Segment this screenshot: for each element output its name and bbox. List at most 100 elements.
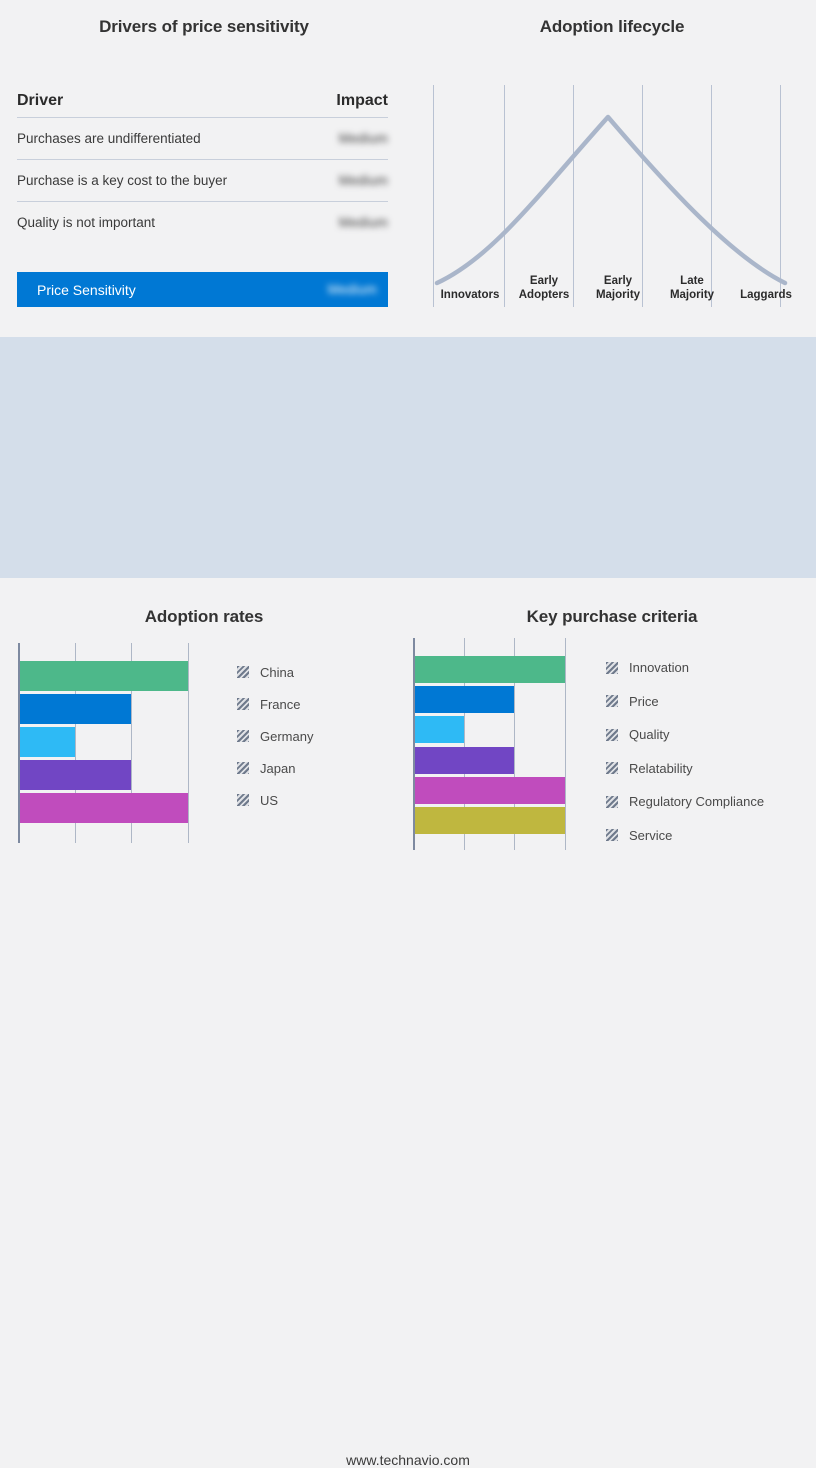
lifecycle-stage-innovators: Innovators — [433, 245, 507, 307]
legend-swatch-icon — [606, 661, 618, 674]
column-header-impact: Impact — [336, 92, 388, 109]
driver-label: Purchase is a key cost to the buyer — [17, 173, 228, 188]
legend-label: France — [260, 696, 301, 712]
adoption-bell-curve — [434, 114, 788, 286]
legend-item: Quality — [606, 718, 764, 752]
legend-swatch-icon — [606, 829, 618, 842]
stage-text: Innovators — [440, 288, 500, 301]
lifecycle-gridline — [504, 85, 505, 307]
adoption-lifecycle-title: Adoption lifecycle — [539, 17, 685, 36]
drivers-title: Drivers of price sensitivity — [99, 17, 309, 36]
adoption-rates-legend: China France Germany Japan US — [237, 656, 313, 816]
chart-gridline — [564, 638, 566, 850]
chart-gridline — [514, 638, 516, 850]
chart-bar — [415, 685, 515, 714]
key-purchase-criteria-panel: Key purchase criteria Innovation Price Qua… — [408, 578, 816, 902]
legend-item: Price — [606, 685, 764, 719]
legend-item: Regulatory Compliance — [606, 785, 764, 819]
legend-item: Relatability — [606, 752, 764, 786]
lifecycle-gridline — [573, 85, 574, 307]
table-row: Purchase is a key cost to the buyer Medi… — [17, 160, 388, 202]
stage-text: Late Majority — [669, 275, 715, 301]
legend-label: US — [260, 792, 279, 808]
price-sensitivity-label: Price Sensitivity — [37, 281, 136, 298]
chart-bar — [415, 716, 464, 744]
lifecycle-gridline — [642, 85, 643, 307]
drivers-panel: Drivers of price sensitivity Driver Impa… — [0, 0, 408, 337]
impact-value-cell: Medium — [298, 130, 388, 148]
legend-swatch-icon — [606, 795, 618, 808]
chart-bar — [20, 660, 188, 691]
impact-value-cell: Medium — [298, 214, 388, 232]
lifecycle-gridline — [780, 85, 781, 307]
adoption-lifecycle-panel: Adoption lifecycle Innovators Early Adop… — [408, 0, 816, 337]
legend-label: Quality — [629, 727, 670, 743]
legend-label: Regulatory Compliance — [629, 794, 765, 810]
price-sensitivity-summary-row: Price Sensitivity Medium — [17, 272, 388, 307]
legend-item: US — [237, 784, 313, 816]
drivers-table: Driver Impact Purchases are undifferenti… — [17, 92, 388, 243]
legend-swatch-icon — [237, 698, 249, 710]
lifecycle-stage-early-adopters: Early Adopters — [507, 245, 581, 307]
legend-swatch-icon — [606, 728, 618, 741]
legend-label: China — [260, 664, 294, 680]
legend-label: Innovation — [629, 660, 689, 676]
chart-bar — [20, 693, 132, 724]
chart-bar — [415, 776, 565, 805]
legend-swatch-icon — [237, 730, 249, 742]
stage-text: Early Majority — [595, 275, 641, 301]
legend-swatch-icon — [606, 762, 618, 775]
chart-gridline — [463, 638, 465, 850]
top-section: Drivers of price sensitivity Driver Impa… — [0, 0, 816, 337]
stage-text: Early Adopters — [518, 275, 570, 301]
table-row: Purchases are undifferentiated Medium — [17, 118, 388, 160]
legend-swatch-icon — [237, 666, 249, 678]
legend-label: Price — [629, 693, 659, 709]
legend-label: Japan — [260, 760, 296, 776]
key-purchase-criteria-title: Key purchase criteria — [526, 607, 698, 626]
legend-item: Innovation — [606, 651, 764, 685]
chart-gridline — [188, 643, 189, 843]
legend-item: China — [237, 656, 313, 688]
driver-label: Purchases are undifferentiated — [17, 131, 201, 146]
table-row: Quality is not important Medium — [17, 202, 388, 243]
chart-gridline — [74, 643, 76, 843]
column-header-driver: Driver — [17, 92, 64, 109]
footer-url: www.technavio.com — [346, 1452, 470, 1468]
price-sensitivity-impact-cell: Medium — [277, 281, 388, 299]
lifecycle-stage-labels: Innovators Early Adopters Early Majority… — [433, 245, 803, 307]
impact-value: Medium — [338, 130, 388, 146]
stage-text: Laggards — [740, 288, 792, 301]
chart-bar — [20, 760, 132, 791]
price-sensitivity-impact: Medium — [327, 281, 377, 297]
adoption-rates-title: Adoption rates — [144, 607, 264, 626]
table-header-row: Driver Impact — [17, 92, 388, 118]
chart-bar — [415, 807, 565, 835]
legend-swatch-icon — [237, 794, 249, 806]
chart-bar — [415, 746, 515, 774]
lifecycle-stage-early-majority: Early Majority — [581, 245, 655, 307]
adoption-rates-panel: Adoption rates China France Germany Japan US — [0, 578, 408, 902]
key-purchase-criteria-legend: Innovation Price Quality Relatability Regula… — [606, 651, 764, 852]
chart-bar — [20, 726, 75, 758]
legend-item: France — [237, 688, 313, 720]
lifecycle-stage-late-majority: Late Majority — [655, 245, 729, 307]
impact-value-cell: Medium — [298, 172, 388, 190]
chart-bar — [20, 793, 188, 824]
legend-item: Germany — [237, 720, 313, 752]
lifecycle-stage-laggards: Laggards — [729, 245, 803, 307]
chart-gridline — [131, 643, 133, 843]
legend-label: Relatability — [629, 760, 693, 776]
bottom-section: Adoption rates China France Germany Japan US… — [0, 578, 816, 1468]
chart-y-axis — [413, 638, 415, 850]
legend-swatch-icon — [237, 762, 249, 774]
impact-value: Medium — [338, 172, 388, 188]
legend-item: Japan — [237, 752, 313, 784]
lifecycle-gridline — [711, 85, 712, 307]
adoption-rates-plot — [18, 643, 222, 843]
key-purchase-criteria-plot — [413, 638, 595, 850]
purchase-basket-section: Importance in the customer purchase bask… — [0, 337, 816, 885]
legend-swatch-icon — [606, 695, 618, 708]
impact-value: Medium — [338, 214, 388, 230]
chart-y-axis — [18, 643, 20, 843]
